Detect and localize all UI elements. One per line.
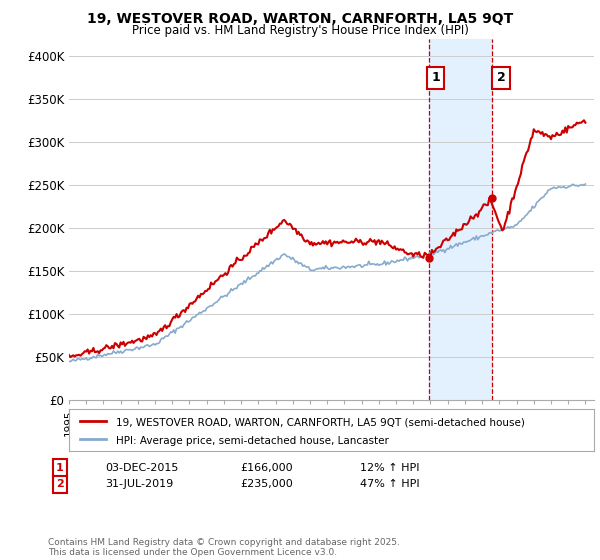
- Text: Contains HM Land Registry data © Crown copyright and database right 2025.
This d: Contains HM Land Registry data © Crown c…: [48, 538, 400, 557]
- Text: 03-DEC-2015: 03-DEC-2015: [105, 463, 178, 473]
- Text: 12% ↑ HPI: 12% ↑ HPI: [360, 463, 419, 473]
- Text: Price paid vs. HM Land Registry's House Price Index (HPI): Price paid vs. HM Land Registry's House …: [131, 24, 469, 36]
- Text: 1: 1: [56, 463, 64, 473]
- Text: 31-JUL-2019: 31-JUL-2019: [105, 479, 173, 489]
- Text: 19, WESTOVER ROAD, WARTON, CARNFORTH, LA5 9QT: 19, WESTOVER ROAD, WARTON, CARNFORTH, LA…: [87, 12, 513, 26]
- Text: £235,000: £235,000: [240, 479, 293, 489]
- Bar: [429, 39, 492, 400]
- Text: £166,000: £166,000: [240, 463, 293, 473]
- Text: 1: 1: [431, 72, 440, 85]
- Text: HPI: Average price, semi-detached house, Lancaster: HPI: Average price, semi-detached house,…: [116, 436, 389, 446]
- Text: 19, WESTOVER ROAD, WARTON, CARNFORTH, LA5 9QT (semi-detached house): 19, WESTOVER ROAD, WARTON, CARNFORTH, LA…: [116, 417, 525, 427]
- Text: 47% ↑ HPI: 47% ↑ HPI: [360, 479, 419, 489]
- Text: 2: 2: [497, 72, 505, 85]
- Text: 2: 2: [56, 479, 64, 489]
